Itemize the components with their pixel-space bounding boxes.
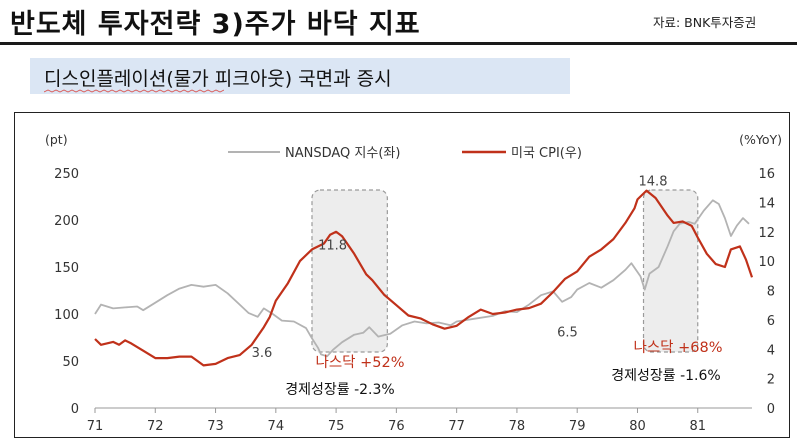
- right-axis-unit: (%YoY): [739, 132, 782, 147]
- source-note: 자료: BNK투자증권: [653, 15, 757, 30]
- title-divider: [0, 42, 797, 45]
- highlight-box-0: [311, 189, 388, 353]
- x-tick-label-71: 71: [87, 419, 104, 434]
- right-tick-label-14: 14: [758, 196, 775, 211]
- highlight-layer: [311, 189, 699, 353]
- x-tick-label-78: 78: [509, 419, 526, 434]
- axes-layer: 71 72 73 74 75 76 77 78 79 80 81050100150200250(pt…: [45, 132, 782, 434]
- left-tick-label-0: 0: [71, 402, 79, 417]
- value-label-14-8: 14.8: [639, 175, 668, 190]
- right-tick-label-4: 4: [767, 343, 775, 358]
- chart-frame: [14, 112, 790, 438]
- right-tick-label-0: 0: [767, 402, 775, 417]
- series-layer: [94, 189, 754, 367]
- left-tick-label-150: 150: [54, 261, 79, 276]
- left-tick-label-250: 250: [54, 167, 79, 182]
- x-tick-label-74: 74: [268, 419, 285, 434]
- highlight-note-0: 경제성장률 -2.3%: [285, 382, 394, 398]
- right-tick-label-12: 12: [758, 226, 775, 241]
- highlight-label-1: 나스닥 +68%: [633, 339, 722, 356]
- x-tick-label-72: 72: [147, 419, 164, 434]
- left-tick-label-200: 200: [54, 214, 79, 229]
- value-label-11-8: 11.8: [318, 239, 347, 254]
- series-line-cpi: [94, 189, 754, 367]
- highlight-box-1: [642, 189, 699, 353]
- left-axis-unit: (pt): [45, 132, 68, 147]
- highlight-note-1: 경제성장률 -1.6%: [611, 368, 720, 384]
- highlight-label-0: 나스닥 +52%: [315, 354, 404, 371]
- subtitle: 디스인플레이션(물가 피크아웃) 국면과 증시: [44, 68, 392, 90]
- legend-layer: NANSDAQ 지수(좌) 미국 CPI(우): [228, 146, 582, 161]
- x-tick-label-77: 77: [448, 419, 465, 434]
- left-tick-label-50: 50: [62, 355, 79, 370]
- right-tick-label-6: 6: [767, 314, 775, 329]
- x-tick-label-79: 79: [569, 419, 586, 434]
- x-tick-label-76: 76: [388, 419, 405, 434]
- right-tick-label-2: 2: [767, 373, 775, 388]
- series-line-nasdaq: [94, 199, 750, 358]
- x-tick-label-75: 75: [328, 419, 345, 434]
- value-label-6-5: 6.5: [557, 326, 578, 341]
- right-tick-label-16: 16: [758, 167, 775, 182]
- legend-label-0: NANSDAQ 지수(좌): [285, 146, 400, 161]
- x-tick-label-81: 81: [689, 419, 706, 434]
- left-tick-label-100: 100: [54, 308, 79, 323]
- x-tick-label-80: 80: [629, 419, 646, 434]
- right-tick-label-8: 8: [767, 285, 775, 300]
- legend-label-1: 미국 CPI(우): [511, 146, 582, 161]
- right-tick-label-10: 10: [758, 255, 775, 270]
- page-title: 반도체 투자전략 3)주가 바닥 지표: [10, 9, 421, 40]
- labels-layer: 3.6 11.8 6.5 14.8 나스닥 +52% 경제성장률 -2.3% 나스닥 +68…: [252, 175, 723, 398]
- spellcheck-underline: [44, 89, 224, 93]
- value-label-3-6: 3.6: [252, 346, 273, 361]
- x-tick-label-73: 73: [207, 419, 224, 434]
- subtitle-banner: [30, 58, 570, 94]
